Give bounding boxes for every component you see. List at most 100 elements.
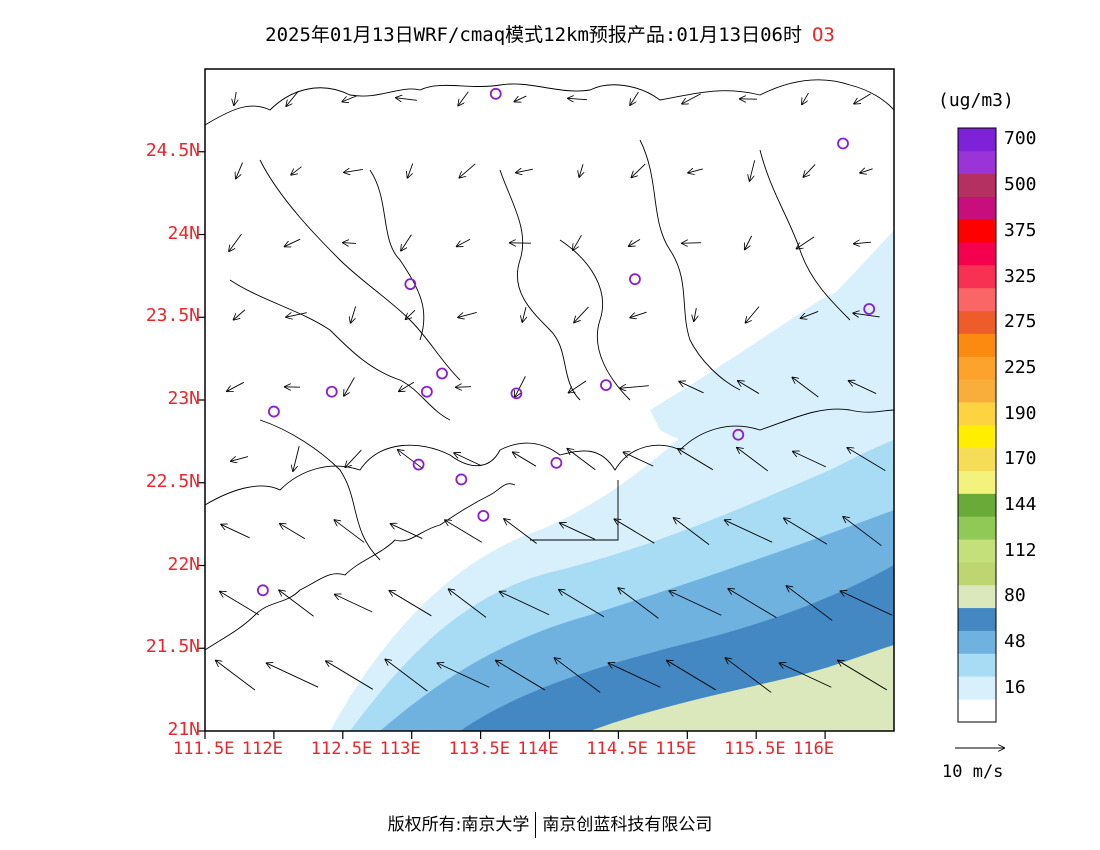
wind-arrow	[859, 169, 873, 173]
monitoring-stations	[256, 87, 876, 597]
wind-arrow	[456, 238, 471, 247]
legend-swatch	[958, 447, 996, 471]
footer-divider	[535, 812, 537, 838]
wind-arrow	[290, 166, 302, 176]
copyright-left: 版权所有:南京大学	[387, 815, 530, 835]
wind-arrow	[840, 591, 893, 616]
station-marker	[489, 87, 502, 100]
county-line-7	[559, 239, 631, 401]
color-legend	[957, 127, 997, 723]
wind-arrow	[803, 164, 816, 177]
wind-arrow	[229, 233, 242, 252]
station-marker	[732, 428, 745, 441]
legend-swatch	[958, 196, 996, 220]
legend-level-label: 325	[1004, 265, 1037, 287]
station-marker	[412, 458, 425, 471]
wind-arrow	[619, 386, 649, 389]
wind-arrow	[343, 169, 363, 172]
legend-swatch	[958, 607, 996, 631]
wind-arrow	[334, 520, 365, 543]
station-marker	[404, 278, 417, 291]
wind-arrow	[233, 309, 246, 320]
wind-arrow	[405, 309, 416, 320]
wind-arrow	[568, 380, 587, 393]
lat-label: 23N	[167, 388, 200, 409]
legend-swatch	[958, 150, 996, 174]
legend-level-label: 16	[1004, 676, 1026, 698]
wind-arrow	[728, 588, 777, 619]
legend-level-label: 80	[1004, 585, 1026, 607]
legend-swatch	[958, 653, 996, 677]
wind-arrow	[407, 163, 414, 178]
wind-arrow	[847, 447, 886, 472]
legend-level-label: 190	[1004, 402, 1037, 424]
wind-arrow	[687, 169, 703, 173]
wind-arrow	[559, 523, 596, 540]
wind-arrow	[285, 312, 307, 318]
lat-label: 21N	[167, 719, 200, 740]
wind-arrow	[286, 90, 299, 107]
wind-arrow	[848, 380, 877, 394]
lat-label: 23.5N	[145, 305, 200, 327]
lat-label: 22.5N	[145, 470, 200, 492]
wind-arrow	[235, 162, 243, 180]
wind-arrow	[266, 663, 319, 688]
wind-arrow	[219, 591, 260, 616]
wind-arrow	[744, 235, 753, 250]
legend-swatch	[958, 699, 996, 723]
map-title: 2025年01月13日WRF/cmaq模式12km预报产品:01月13日06时 O…	[0, 20, 1100, 47]
wind-arrow	[499, 591, 550, 616]
coastline	[205, 408, 894, 506]
wind-arrow	[230, 456, 249, 462]
lon-label: 113.5E	[448, 739, 511, 759]
wind-arrow	[325, 661, 374, 690]
legend-frame	[957, 127, 997, 723]
legend-swatch	[958, 265, 996, 289]
legend-swatch	[958, 379, 996, 403]
legend-swatch	[958, 516, 996, 540]
legend-swatch	[958, 287, 996, 312]
wind-arrow	[342, 243, 357, 244]
station-marker	[510, 387, 523, 400]
lon-label: 115.5E	[724, 739, 786, 759]
wind-arrow	[724, 520, 773, 543]
wind-arrow	[389, 590, 432, 617]
wind-arrow	[852, 313, 880, 317]
wind-arrow	[666, 660, 717, 691]
wind-arrow	[749, 160, 756, 181]
wind-vectors	[215, 90, 893, 693]
legend-swatch	[958, 676, 996, 700]
wind-arrow	[567, 448, 596, 471]
lat-label: 24N	[167, 222, 200, 244]
wind-arrow	[390, 523, 423, 539]
wind-arrow	[234, 92, 236, 106]
legend-swatch	[958, 493, 996, 517]
wind-arrow	[779, 663, 832, 688]
station-marker	[325, 385, 338, 398]
legend-swatch	[958, 219, 996, 243]
station-marker	[420, 385, 433, 398]
wind-arrow	[437, 663, 490, 688]
wind-arrow	[573, 234, 582, 251]
station-marker	[629, 273, 641, 286]
legend-swatch	[958, 356, 996, 380]
legend-level-label: 112	[1004, 539, 1037, 561]
wind-arrow	[573, 306, 589, 323]
wind-arrow	[455, 387, 472, 388]
wind-arrow	[558, 589, 605, 618]
axis-ticks	[197, 151, 826, 739]
wind-arrow	[293, 446, 300, 472]
province-boundary	[205, 79, 894, 126]
wind-arrow	[459, 163, 476, 178]
station-marker	[477, 509, 490, 522]
station-marker	[863, 303, 876, 315]
species-label: O3	[811, 24, 835, 46]
wind-arrow	[522, 307, 526, 323]
wind-arrow	[800, 311, 819, 318]
legend-swatch	[958, 425, 996, 449]
station-marker	[600, 379, 612, 392]
wind-arrow	[853, 242, 872, 244]
wind-arrow	[792, 377, 819, 398]
wind-arrow	[401, 234, 412, 252]
